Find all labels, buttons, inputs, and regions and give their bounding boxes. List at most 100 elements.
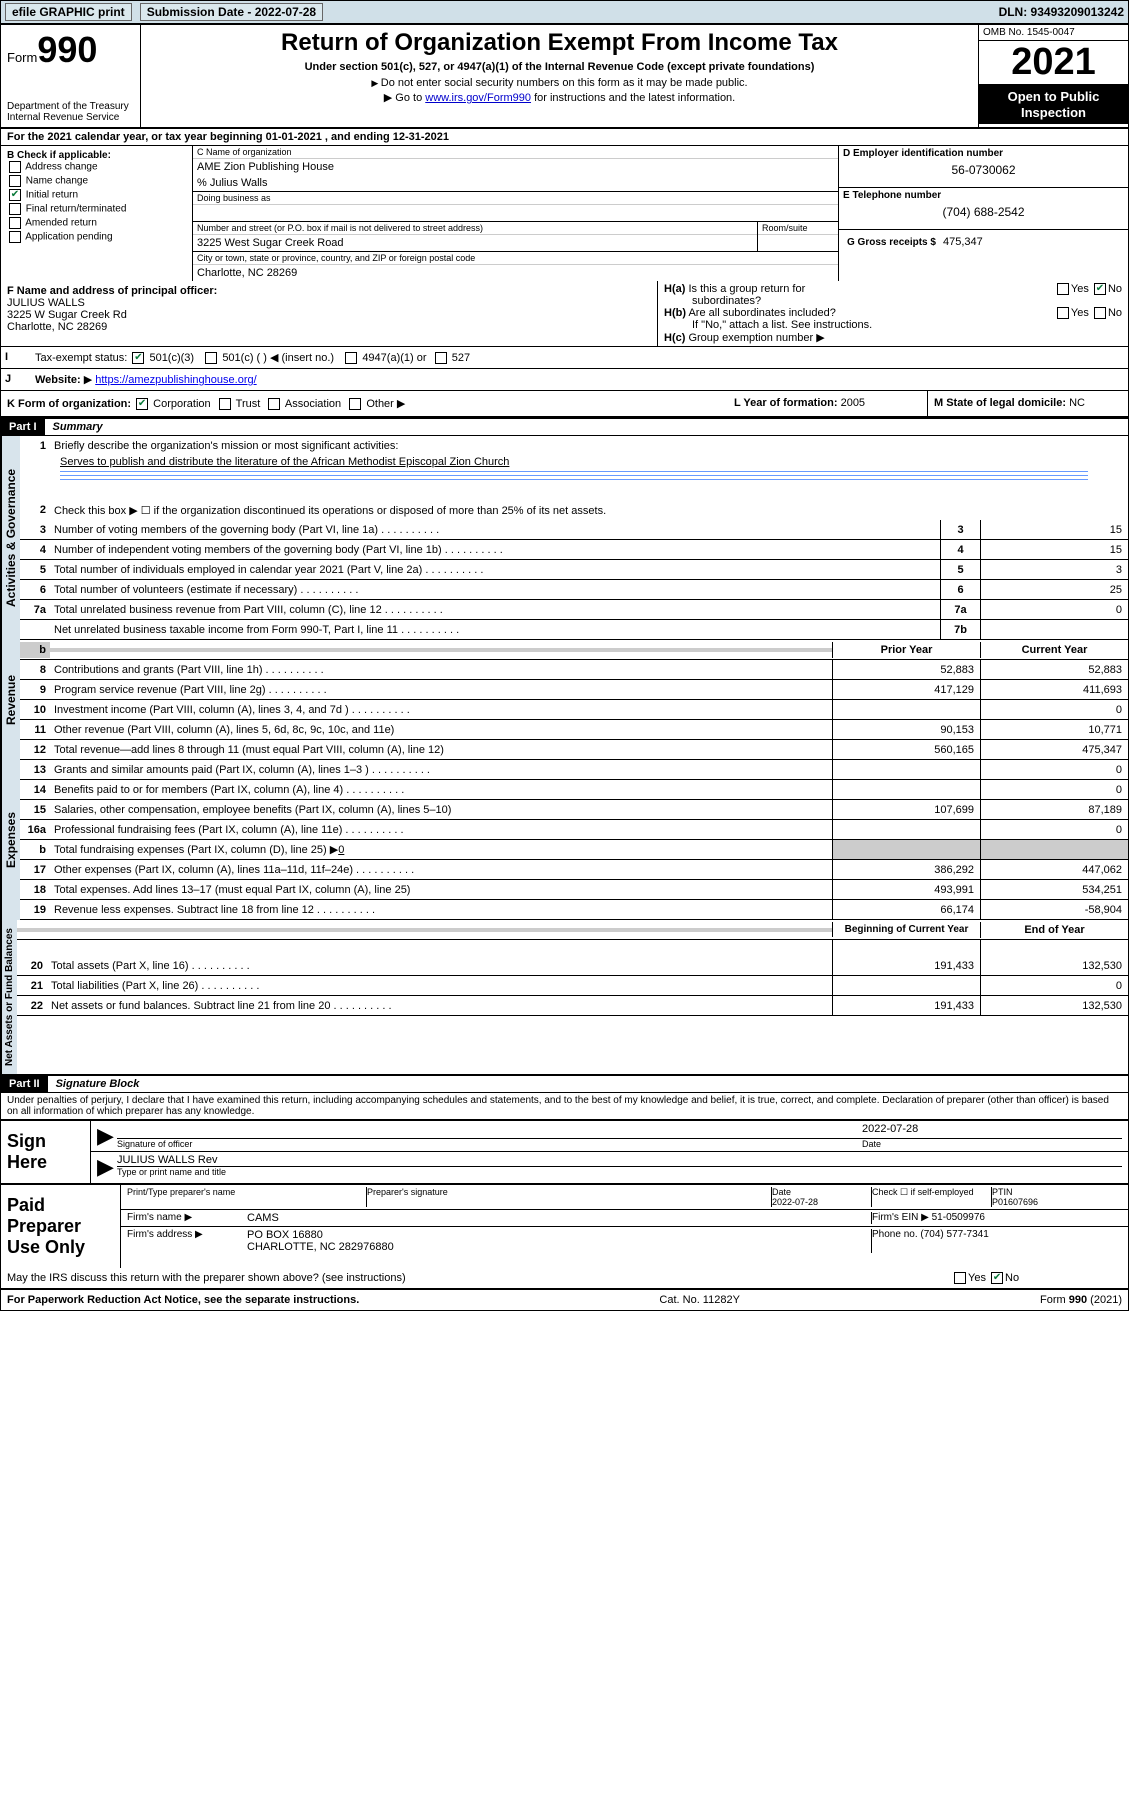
chk-amended[interactable]: Amended return (7, 217, 186, 229)
l1-text: Briefly describe the organization's miss… (50, 438, 1128, 454)
box-f-label: F Name and address of principal officer: (7, 285, 651, 297)
line-a-tax-period: For the 2021 calendar year, or tax year … (1, 129, 1128, 146)
firm-addr1: PO BOX 16880 (247, 1229, 871, 1241)
v3: 15 (980, 520, 1128, 539)
mission-text: Serves to publish and distribute the lit… (20, 456, 1128, 480)
chk-name-change[interactable]: Name change (7, 175, 186, 187)
part2-label: Part II (1, 1076, 48, 1092)
pt-name-label: Print/Type preparer's name (127, 1187, 367, 1207)
v6: 25 (980, 580, 1128, 599)
name-title-label: Type or print name and title (117, 1167, 1122, 1177)
discuss-no[interactable]: ✔ (991, 1272, 1003, 1284)
v7b (980, 620, 1128, 639)
box-l: L Year of formation: 2005 (728, 391, 928, 416)
activities-governance: Activities & Governance 1Briefly describ… (1, 436, 1128, 640)
phone-value: (704) 688-2542 (839, 203, 1128, 221)
gross-receipts-label: G Gross receipts $ (843, 235, 940, 250)
chk-assoc[interactable] (268, 398, 280, 410)
part1-header: Part I Summary (1, 417, 1128, 436)
chk-527[interactable] (435, 352, 447, 364)
dept-treasury: Department of the Treasury (7, 101, 134, 112)
chk-corp[interactable]: ✔ (136, 398, 148, 410)
sign-here-section: Sign Here ▶ Signature of officer 2022-07… (1, 1119, 1128, 1183)
omb-number: OMB No. 1545-0047 (979, 25, 1128, 41)
chk-app-pending[interactable]: Application pending (7, 231, 186, 243)
tax-year: 2021 (979, 41, 1128, 85)
perjury-declaration: Under penalties of perjury, I declare th… (1, 1093, 1128, 1119)
box-c: C Name of organization AME Zion Publishi… (193, 146, 838, 281)
pt-self-emp: Check ☐ if self-employed (872, 1187, 992, 1207)
page-footer: For Paperwork Reduction Act Notice, see … (1, 1289, 1128, 1310)
open-inspection: Open to Public Inspection (979, 85, 1128, 124)
sig-officer-label: Signature of officer (117, 1139, 862, 1149)
phone-label: E Telephone number (839, 188, 1128, 203)
chk-trust[interactable] (219, 398, 231, 410)
box-de: D Employer identification number 56-0730… (838, 146, 1128, 281)
row-j: J Website: ▶ https://amezpublishinghouse… (1, 369, 1128, 391)
chk-initial-return[interactable]: ✔ Initial return (7, 189, 186, 201)
chk-4947[interactable] (345, 352, 357, 364)
org-name-label: C Name of organization (193, 146, 838, 159)
l2-text: Check this box ▶ ☐ if the organization d… (50, 502, 1128, 519)
form-number: Form990 (7, 29, 134, 71)
side-revenue: Revenue (1, 640, 20, 760)
sign-here-label: Sign Here (1, 1121, 91, 1183)
inspect-line2: Inspection (1021, 105, 1086, 120)
officer-addr1: 3225 W Sugar Creek Rd (7, 309, 651, 321)
expenses-section: Expenses 13Grants and similar amounts pa… (1, 760, 1128, 920)
inspect-line1: Open to Public (1008, 89, 1100, 104)
section-bcde: B Check if applicable: Address change Na… (1, 146, 1128, 281)
chk-501c3[interactable]: ✔ (132, 352, 144, 364)
website-link[interactable]: https://amezpublishinghouse.org/ (95, 374, 256, 386)
hdr-current: Current Year (980, 642, 1128, 658)
row-klm: K Form of organization: ✔ Corporation Tr… (1, 391, 1128, 417)
ein-value: 56-0730062 (839, 161, 1128, 179)
ein-label: D Employer identification number (839, 146, 1128, 161)
side-net-assets: Net Assets or Fund Balances (1, 920, 17, 1074)
chk-address-change[interactable]: Address change (7, 161, 186, 173)
dba-label: Doing business as (193, 192, 838, 205)
form-org-label: K Form of organization: (7, 398, 131, 410)
side-expenses: Expenses (1, 760, 20, 920)
form-header: Form990 Department of the Treasury Inter… (1, 25, 1128, 129)
box-b: B Check if applicable: Address change Na… (1, 146, 193, 281)
chk-final-return[interactable]: Final return/terminated (7, 203, 186, 215)
efile-print-btn[interactable]: efile GRAPHIC print (5, 3, 132, 21)
side-activities: Activities & Governance (1, 436, 20, 640)
pt-sig-label: Preparer's signature (367, 1187, 772, 1207)
sig-date: 2022-07-28 (862, 1123, 1122, 1139)
revenue-section: Revenue bPrior YearCurrent Year 8Contrib… (1, 640, 1128, 760)
discuss-row: May the IRS discuss this return with the… (1, 1268, 1128, 1289)
firm-addr2: CHARLOTTE, NC 282976880 (247, 1241, 871, 1253)
instructions-note: ▶ Go to www.irs.gov/Form990 for instruct… (149, 91, 970, 104)
firm-name: CAMS (247, 1212, 872, 1224)
part2-title: Signature Block (48, 1076, 148, 1092)
l4-text: Number of independent voting members of … (50, 542, 940, 558)
chk-other[interactable] (349, 398, 361, 410)
form-ref: Form 990 (2021) (1040, 1294, 1122, 1306)
ssn-note: Do not enter social security numbers on … (149, 77, 970, 89)
form-label: Form (7, 50, 37, 65)
irs-link[interactable]: www.irs.gov/Form990 (425, 92, 531, 104)
chk-501c[interactable] (205, 352, 217, 364)
part1-title: Summary (45, 419, 111, 435)
city-label: City or town, state or province, country… (193, 252, 838, 265)
discuss-yes[interactable] (954, 1272, 966, 1284)
paperwork-notice: For Paperwork Reduction Act Notice, see … (7, 1294, 359, 1306)
paid-preparer-section: Paid Preparer Use Only Print/Type prepar… (1, 1183, 1128, 1268)
dln-label: DLN: 93493209013242 (999, 5, 1124, 19)
part1-label: Part I (1, 419, 45, 435)
submission-date-btn[interactable]: Submission Date - 2022-07-28 (140, 3, 323, 21)
gross-receipts-value: 475,347 (943, 236, 983, 248)
l7a-text: Total unrelated business revenue from Pa… (50, 602, 940, 618)
form-990-number: 990 (37, 29, 97, 70)
hdr-prior: Prior Year (832, 642, 980, 658)
box-m: M State of legal domicile: NC (928, 391, 1128, 416)
h-c: H(c) Group exemption number ▶ (664, 331, 1122, 344)
h-note: If "No," attach a list. See instructions… (664, 319, 1122, 331)
topbar: efile GRAPHIC print Submission Date - 20… (1, 1, 1128, 25)
officer-name-title: JULIUS WALLS Rev (117, 1154, 1122, 1167)
h-b: H(b) Are all subordinates included? Yes … (664, 307, 1122, 319)
irs-label: Internal Revenue Service (7, 112, 134, 123)
cat-no: Cat. No. 11282Y (659, 1294, 740, 1306)
